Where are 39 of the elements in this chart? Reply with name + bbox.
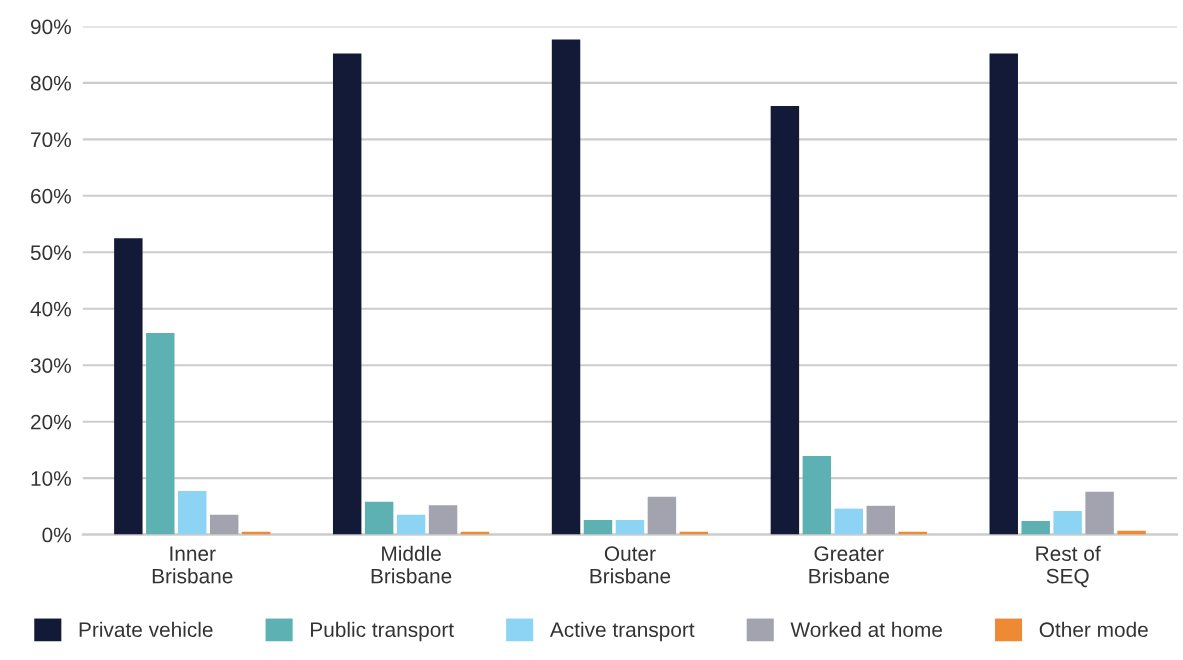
bar — [1085, 491, 1114, 535]
y-tick-label: 20% — [31, 414, 71, 430]
y-tick-label: 40% — [30, 301, 71, 317]
legend-label: Other mode — [1039, 621, 1148, 638]
legend-label: Worked at home — [790, 621, 942, 638]
bar — [428, 505, 458, 535]
bar — [1053, 510, 1082, 535]
legend-label: Private vehicle — [79, 621, 213, 638]
bar — [114, 238, 143, 535]
bar — [866, 505, 895, 535]
bar — [146, 333, 175, 535]
x-tick-label: Rest of SEQ — [1036, 545, 1101, 588]
y-tick-label: 90% — [30, 19, 71, 35]
x-tick-label: Greater Brisbane — [809, 546, 889, 584]
bar — [551, 39, 581, 535]
bar — [1021, 521, 1050, 535]
bar — [802, 456, 832, 535]
y-tick-label: 50% — [30, 245, 71, 261]
bar — [209, 514, 239, 535]
x-tick-label: Inner Brisbane — [152, 546, 233, 584]
bar — [615, 519, 645, 535]
y-tick-label: 0% — [42, 527, 71, 543]
bar — [647, 496, 677, 535]
legend-label: Public transport — [311, 621, 454, 642]
bar — [396, 514, 426, 535]
bar — [834, 508, 864, 535]
y-tick-label: 70% — [31, 132, 71, 148]
bar — [332, 53, 362, 535]
bar — [770, 106, 800, 535]
y-tick-label: 30% — [30, 358, 71, 373]
x-tick-label: Middle Brisbane — [371, 545, 452, 584]
x-tick-label: Outer Brisbane — [590, 546, 671, 584]
y-tick-label: 80% — [30, 75, 71, 91]
y-tick-label: 60% — [31, 188, 71, 204]
bar — [364, 501, 394, 535]
bar — [178, 491, 207, 535]
y-tick-label: 10% — [31, 471, 71, 486]
legend-label: Active transport — [549, 621, 695, 642]
bar — [583, 519, 613, 535]
